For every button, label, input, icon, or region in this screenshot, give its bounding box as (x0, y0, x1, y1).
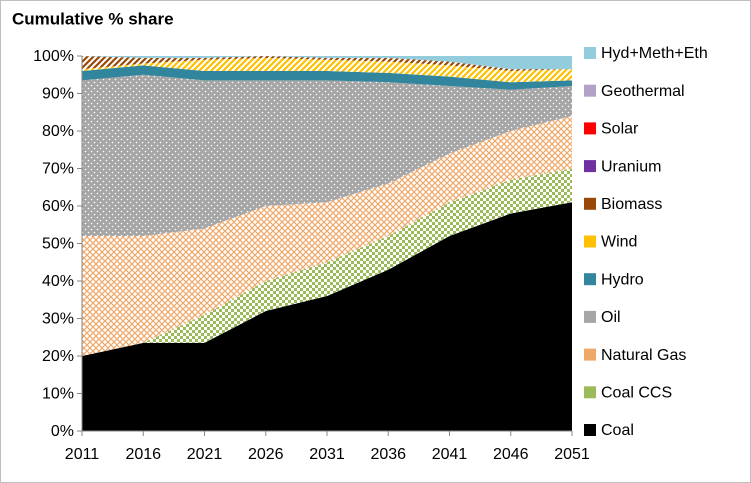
y-tick-label: 40% (42, 273, 74, 290)
area (82, 116, 572, 356)
legend-swatch (584, 235, 596, 248)
legend-label: Solar (601, 121, 639, 138)
x-tick-label: 2041 (432, 446, 468, 463)
y-tick-label: 60% (42, 198, 74, 215)
legend-swatch (584, 310, 596, 323)
y-tick-label: 10% (42, 386, 74, 403)
legend-swatch (584, 424, 596, 436)
y-tick-label: 20% (42, 348, 74, 365)
x-tick-label: 2026 (248, 446, 284, 463)
x-tick-label: 2036 (370, 446, 406, 463)
y-tick-label: 0% (51, 423, 74, 440)
y-tick-label: 30% (42, 311, 74, 328)
legend-label: Wind (601, 234, 637, 251)
legend-swatch (584, 386, 596, 399)
area (82, 56, 572, 71)
y-tick-label: 90% (42, 86, 74, 103)
legend-label: Geothermal (601, 83, 685, 100)
legend-swatch (584, 122, 596, 135)
legend-label: Uranium (601, 158, 661, 175)
legend-label: Natural Gas (601, 347, 686, 364)
legend-swatch (584, 84, 596, 97)
x-tick-label: 2016 (125, 446, 161, 463)
legend-swatch (584, 160, 596, 173)
chart-title: Cumulative % share (12, 9, 174, 28)
legend-label: Coal CCS (601, 385, 672, 402)
area (82, 57, 572, 83)
y-tick-label: 50% (42, 236, 74, 253)
area (82, 74, 572, 236)
x-tick-label: 2046 (493, 446, 529, 463)
legend-label: Biomass (601, 196, 662, 213)
legend-label: Hyd+Meth+Eth (601, 45, 708, 62)
x-tick-label: 2031 (309, 446, 345, 463)
legend-swatch (584, 197, 596, 210)
legend-swatch (584, 348, 596, 361)
x-tick-label: 2011 (65, 446, 100, 463)
legend-swatch (584, 47, 596, 59)
y-tick-label: 80% (42, 123, 74, 140)
area (82, 56, 572, 70)
legend-label: Oil (601, 309, 621, 326)
y-tick-label: 100% (33, 48, 74, 65)
legend-swatch (584, 273, 596, 286)
y-tick-label: 70% (42, 161, 74, 178)
legend-label: Hydro (601, 271, 644, 288)
x-tick-label: 2021 (187, 446, 223, 463)
area (82, 65, 572, 90)
x-tick-label: 2051 (554, 446, 590, 463)
area (82, 202, 572, 431)
legend-label: Coal (601, 422, 634, 439)
